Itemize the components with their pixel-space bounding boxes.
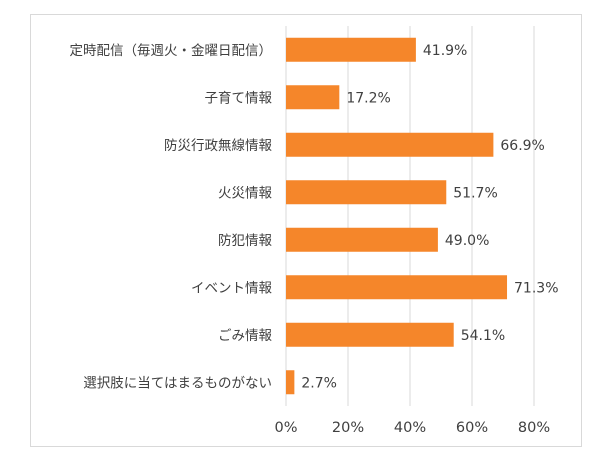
category-labels: 定時配信（毎週火・金曜日配信） 子育て情報防災行政無線情報火災情報防犯情報イベント… bbox=[70, 43, 273, 392]
value-label: 17.2% bbox=[346, 90, 390, 106]
x-tick-label: 80% bbox=[518, 420, 550, 436]
bars bbox=[286, 37, 508, 395]
category-label: 防犯情報 bbox=[218, 233, 272, 249]
category-label: ごみ情報 bbox=[218, 328, 272, 344]
bar bbox=[286, 370, 295, 395]
value-labels: 41.9% 17.2% 66.9% 51.7% 49.0% 71.3% 54.1% 2.7% bbox=[301, 43, 558, 392]
value-label: 71.3% bbox=[514, 280, 558, 296]
bar bbox=[286, 180, 447, 205]
value-label: 51.7% bbox=[453, 185, 497, 201]
category-label: 子育て情報 bbox=[205, 90, 273, 106]
value-label: 49.0% bbox=[445, 233, 489, 249]
bar bbox=[286, 37, 416, 62]
x-tick-label: 20% bbox=[332, 420, 364, 436]
category-label: 防災行政無線情報 bbox=[164, 138, 272, 154]
value-label: 2.7% bbox=[301, 375, 337, 391]
value-label: 66.9% bbox=[500, 138, 544, 154]
x-tick-label: 60% bbox=[456, 420, 488, 436]
category-label: 定時配信（毎週火・金曜日配信） bbox=[70, 43, 273, 59]
bar bbox=[286, 275, 508, 300]
gridlines bbox=[285, 26, 535, 406]
value-label: 54.1% bbox=[461, 328, 505, 344]
bar bbox=[286, 85, 340, 110]
x-tick-label: 0% bbox=[274, 420, 297, 436]
bar bbox=[286, 132, 494, 157]
x-axis-tick-labels: 0% 20% 40% 60% 80% bbox=[274, 420, 550, 436]
x-tick-label: 40% bbox=[394, 420, 426, 436]
bar bbox=[286, 322, 454, 347]
chart-frame bbox=[30, 14, 582, 447]
bar bbox=[286, 227, 438, 252]
category-label: 火災情報 bbox=[218, 185, 272, 201]
category-label: 選択肢に当てはまるものがない bbox=[83, 375, 272, 391]
category-label: イベント情報 bbox=[191, 280, 272, 296]
value-label: 41.9% bbox=[423, 43, 467, 59]
